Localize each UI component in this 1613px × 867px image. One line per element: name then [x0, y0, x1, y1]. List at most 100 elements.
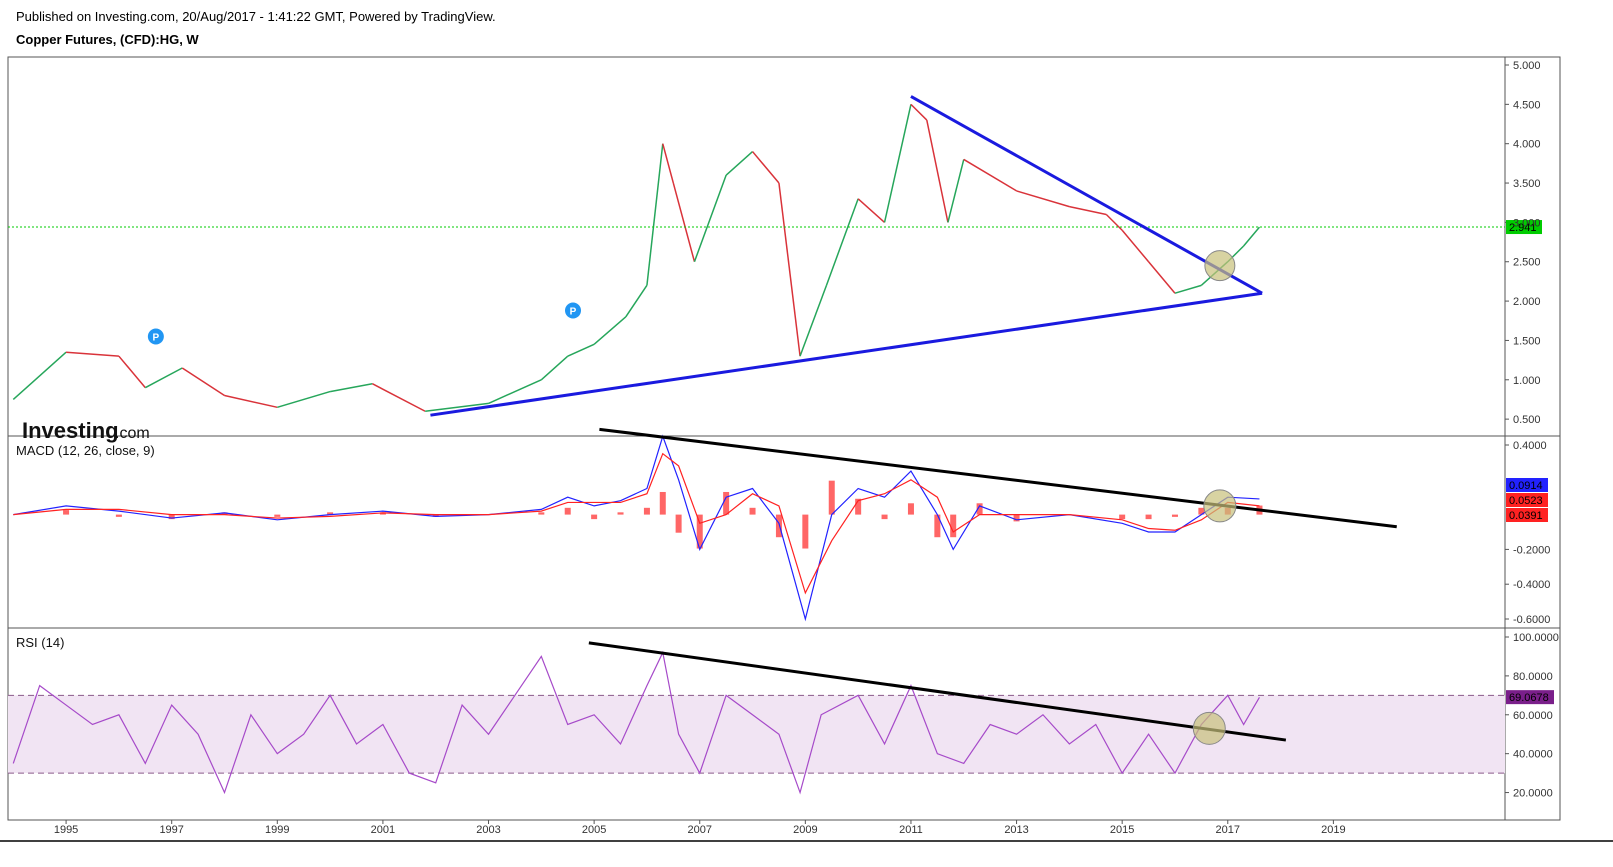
price-segment	[947, 159, 965, 223]
chart-title: Copper Futures, (CFD):HG, W	[16, 32, 199, 47]
price-segment	[751, 151, 780, 184]
macd-title: MACD (12, 26, close, 9)	[16, 443, 155, 458]
macd-histogram-bar	[802, 514, 809, 549]
price-segment	[144, 367, 183, 389]
macd-histogram-bar	[274, 514, 281, 517]
macd-histogram-bar	[1013, 514, 1020, 522]
macd-histogram-bar	[659, 491, 666, 515]
x-tick-label: 2007	[687, 824, 711, 836]
x-tick-label: 2019	[1321, 824, 1345, 836]
price-segment	[1121, 229, 1150, 263]
price-segment	[1174, 284, 1202, 294]
macd-histogram-bar	[1171, 514, 1178, 517]
y-tick-label: 1.500	[1513, 335, 1541, 347]
price-segment	[593, 316, 627, 345]
price-segment	[540, 355, 569, 381]
signal-line	[13, 452, 1260, 595]
panel-frames	[0, 56, 1613, 842]
macd-histogram-bar	[379, 512, 386, 515]
x-tick-label: 2001	[371, 824, 395, 836]
x-tick-label: 2017	[1216, 824, 1240, 836]
y-tick-label: 40.0000	[1513, 749, 1553, 761]
macd-line	[13, 434, 1260, 622]
price-segment	[567, 343, 595, 357]
x-tick-label: 1999	[265, 824, 289, 836]
macd-value-tag	[1506, 478, 1548, 492]
chart-frame	[7, 56, 1561, 821]
y-tick-label: -0.2000	[1513, 544, 1550, 556]
price-segment	[1069, 205, 1107, 216]
price-segment	[66, 351, 119, 357]
macd-histogram-bar	[1198, 507, 1205, 515]
x-tick-label: 2003	[476, 824, 500, 836]
price-segment	[646, 143, 664, 286]
price-segment	[12, 351, 67, 401]
price-segment	[118, 355, 146, 389]
rsi-value-text: 69.0678	[1509, 692, 1549, 704]
published-caption: Published on Investing.com, 20/Aug/2017 …	[16, 9, 496, 24]
y-tick-label: 4.000	[1513, 139, 1541, 151]
price-segment	[1105, 213, 1123, 231]
series-layer	[12, 103, 1263, 795]
price-segment	[1243, 226, 1261, 247]
macd-value-text: 0.0523	[1509, 495, 1543, 507]
y-tick-label: -0.4000	[1513, 579, 1550, 591]
price-segment	[224, 394, 278, 409]
macd-histogram-bar	[168, 514, 175, 520]
highlight-circle	[1192, 711, 1226, 745]
y-tick-label: 5.000	[1513, 60, 1541, 72]
logo-bold: Investing	[22, 418, 119, 443]
macd-histogram-bar	[1119, 514, 1126, 520]
macd-histogram-bar	[63, 510, 70, 515]
price-segment	[883, 104, 912, 223]
price-segment	[488, 379, 542, 405]
x-tick-label: 2015	[1110, 824, 1134, 836]
price-trendline	[430, 291, 1263, 417]
p-marker[interactable]	[147, 328, 164, 345]
y-tick-label: 3.500	[1513, 178, 1541, 190]
macd-histogram-bar	[828, 480, 835, 515]
x-tick-label: 1997	[159, 824, 183, 836]
highlight-circle	[1204, 250, 1236, 282]
price-segment	[425, 402, 489, 413]
overlay-layer: 2.941 P P 0.0914 0.0523 0.0391 69.0678	[8, 95, 1554, 745]
price-segment	[825, 198, 859, 286]
price-segment	[277, 390, 331, 409]
rsi-title: RSI (14)	[16, 635, 64, 650]
x-tick-label: 2011	[899, 824, 923, 836]
price-segment	[778, 182, 801, 357]
macd-histogram-bar	[675, 514, 682, 533]
macd-histogram-bar	[1145, 514, 1152, 520]
macd-histogram-bar	[115, 514, 122, 517]
macd-value-text: 0.0391	[1509, 510, 1543, 522]
y-tick-label: 0.500	[1513, 414, 1541, 426]
macd-histogram-bar	[950, 514, 957, 538]
y-tick-label: 2.000	[1513, 296, 1541, 308]
rsi-value-tag	[1506, 690, 1554, 705]
p-marker[interactable]	[565, 302, 582, 319]
macd-histogram-bar	[775, 514, 782, 538]
investing-logo: Investing .com	[22, 418, 150, 443]
price-trendline	[910, 95, 1263, 295]
price-segment	[181, 367, 225, 397]
y-tick-label: 20.0000	[1513, 788, 1553, 800]
macd-histogram-bar	[976, 503, 983, 515]
price-segment	[1147, 261, 1176, 294]
macd-histogram-bar	[881, 514, 888, 520]
price-segment	[926, 119, 949, 223]
axis-labels: 5.000 4.500 4.000 3.500 3.000 2.500 2.000 1.500…	[16, 60, 1559, 836]
price-segment	[329, 382, 373, 393]
price-segment	[672, 182, 696, 262]
price-segment	[857, 198, 886, 223]
price-segment	[372, 383, 426, 412]
y-tick-label: 4.500	[1513, 99, 1541, 111]
macd-histogram-bar	[538, 512, 545, 515]
p-marker-label: P	[153, 333, 160, 344]
macd-histogram-bar	[432, 514, 439, 517]
current-price-value: 2.941	[1509, 222, 1537, 234]
x-tick-label: 2013	[1004, 824, 1028, 836]
y-tick-label: 1.000	[1513, 375, 1541, 387]
macd-histogram-bar	[221, 512, 228, 515]
macd-value-tag	[1506, 493, 1548, 507]
